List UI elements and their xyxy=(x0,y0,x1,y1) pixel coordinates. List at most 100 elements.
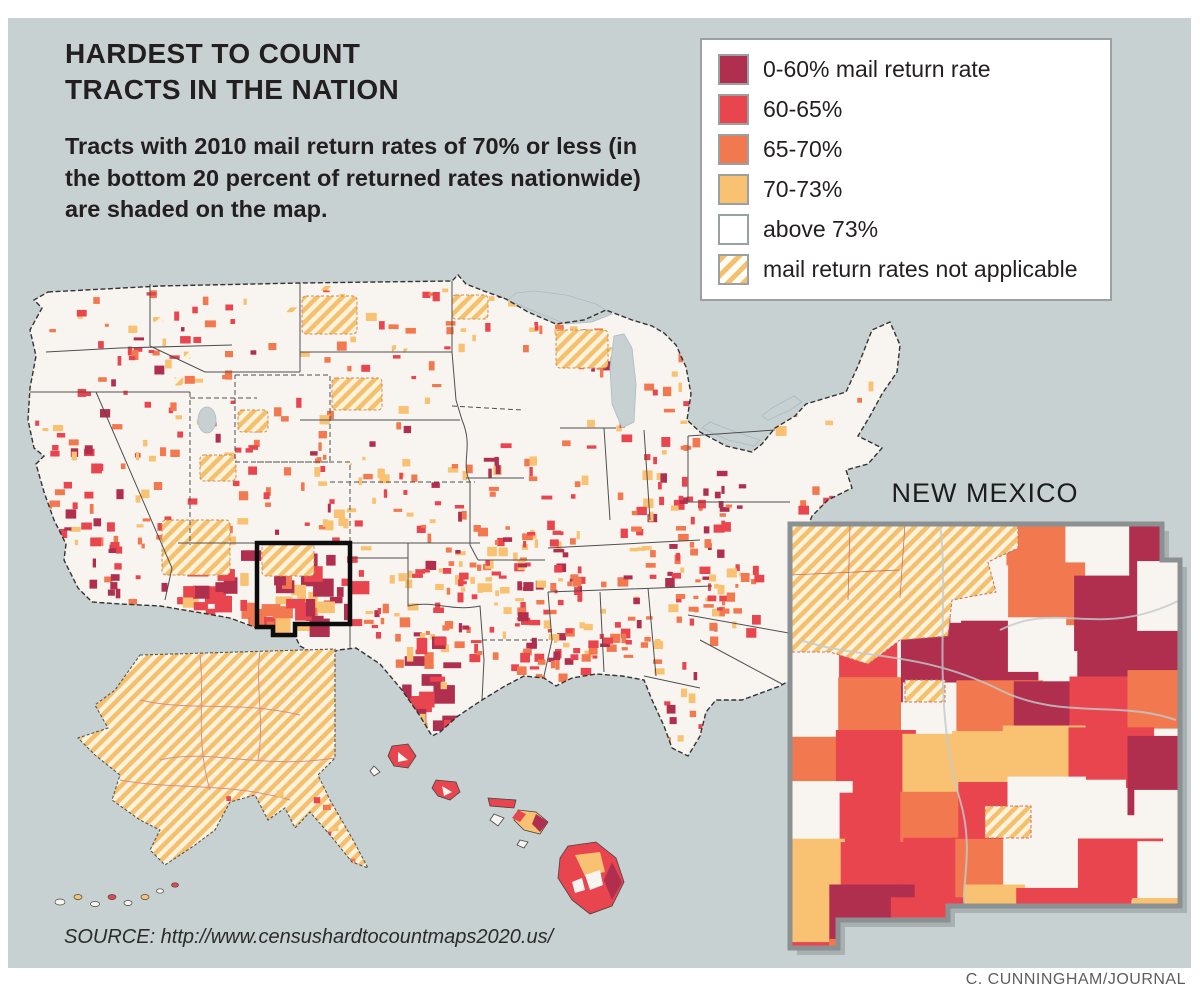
tract xyxy=(232,480,240,487)
tract xyxy=(398,406,409,414)
tract xyxy=(435,583,444,591)
tract xyxy=(647,739,655,747)
tract xyxy=(380,617,385,625)
tract xyxy=(419,691,435,708)
inset-tract-cell xyxy=(1137,561,1180,632)
new-mexico-inset xyxy=(787,521,1187,955)
tract xyxy=(451,464,458,469)
tract xyxy=(240,843,250,847)
tract xyxy=(740,573,750,582)
tract xyxy=(347,619,363,627)
tract xyxy=(371,624,379,629)
tract xyxy=(432,292,440,302)
tract xyxy=(241,550,262,561)
tract xyxy=(623,575,633,580)
us-coast-outline xyxy=(27,273,901,757)
tract xyxy=(637,547,646,551)
tract xyxy=(534,321,538,326)
tract xyxy=(498,547,508,557)
tract xyxy=(89,504,94,514)
tract xyxy=(676,598,682,603)
tract xyxy=(283,835,290,843)
tract xyxy=(557,541,562,552)
tract xyxy=(174,377,184,386)
inset-title: NEW MEXICO xyxy=(891,478,1079,508)
tract xyxy=(336,587,344,597)
tract xyxy=(717,549,725,558)
tract xyxy=(112,424,123,430)
tract xyxy=(318,481,328,486)
tract xyxy=(243,298,247,305)
tract xyxy=(640,642,649,648)
tract xyxy=(425,561,437,570)
tract xyxy=(38,536,43,540)
tract xyxy=(474,644,479,654)
inset-hatch-areas xyxy=(790,524,1032,839)
tract xyxy=(498,575,507,579)
tract xyxy=(329,861,334,868)
tract xyxy=(180,336,191,344)
tract xyxy=(329,827,339,832)
tract xyxy=(704,539,712,548)
tract xyxy=(717,584,725,595)
lake-superior xyxy=(507,290,613,325)
hatched-area-2 xyxy=(199,454,237,482)
tract xyxy=(379,321,385,330)
tract xyxy=(495,465,501,475)
tract xyxy=(433,607,444,613)
tract xyxy=(309,618,330,637)
great-salt-lake xyxy=(197,406,217,434)
tract xyxy=(230,400,236,404)
tract xyxy=(336,341,347,351)
tract xyxy=(650,550,656,558)
island-hawaii-patch-orange xyxy=(575,852,605,876)
tract xyxy=(49,329,56,333)
tract xyxy=(487,546,497,557)
tract xyxy=(312,840,317,849)
tract xyxy=(422,291,431,298)
tract xyxy=(689,618,695,626)
tract xyxy=(818,362,823,369)
tract xyxy=(703,526,710,534)
tract xyxy=(396,707,410,717)
tract xyxy=(678,382,682,392)
tract xyxy=(521,617,531,625)
tract xyxy=(388,324,399,330)
tract xyxy=(671,572,681,579)
inset-tract-cell xyxy=(1137,841,1180,904)
tract xyxy=(266,621,275,628)
tract xyxy=(523,345,529,353)
tract xyxy=(631,510,638,516)
tract xyxy=(317,601,335,614)
tract xyxy=(52,445,59,451)
tract xyxy=(296,397,302,408)
tract xyxy=(193,602,208,611)
alaska-outline xyxy=(76,648,370,870)
tract xyxy=(104,576,113,583)
credit-line: C. CUNNINGHAM/JOURNAL xyxy=(965,971,1186,988)
tract xyxy=(554,565,563,573)
tract xyxy=(514,623,520,627)
tract xyxy=(458,561,463,567)
tract xyxy=(377,608,381,614)
tract xyxy=(110,582,118,590)
tract xyxy=(676,526,687,531)
tract xyxy=(698,499,706,509)
tract xyxy=(354,520,363,527)
tract xyxy=(636,529,644,536)
legend-swatch-4 xyxy=(718,214,749,245)
tract xyxy=(470,576,475,584)
tract xyxy=(492,652,499,660)
tract xyxy=(434,501,442,506)
alaska-borough-lines xyxy=(119,649,336,801)
tract xyxy=(519,557,527,561)
tract xyxy=(543,609,549,615)
tract xyxy=(154,365,165,375)
tract xyxy=(144,401,152,408)
tract xyxy=(485,559,490,566)
tract xyxy=(76,600,86,609)
tract xyxy=(462,625,470,630)
hatched-area-6 xyxy=(555,329,609,369)
inset-hatch-small-1 xyxy=(984,805,1032,839)
tract xyxy=(413,632,422,637)
